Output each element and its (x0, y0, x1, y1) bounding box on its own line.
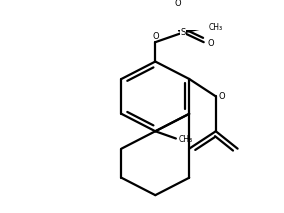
Text: O: O (207, 39, 214, 48)
Text: O: O (152, 32, 159, 41)
Text: S: S (181, 28, 186, 37)
Text: CH₃: CH₃ (208, 23, 223, 32)
Text: O: O (175, 0, 182, 8)
Text: O: O (219, 92, 225, 101)
Text: CH₃: CH₃ (178, 135, 193, 144)
